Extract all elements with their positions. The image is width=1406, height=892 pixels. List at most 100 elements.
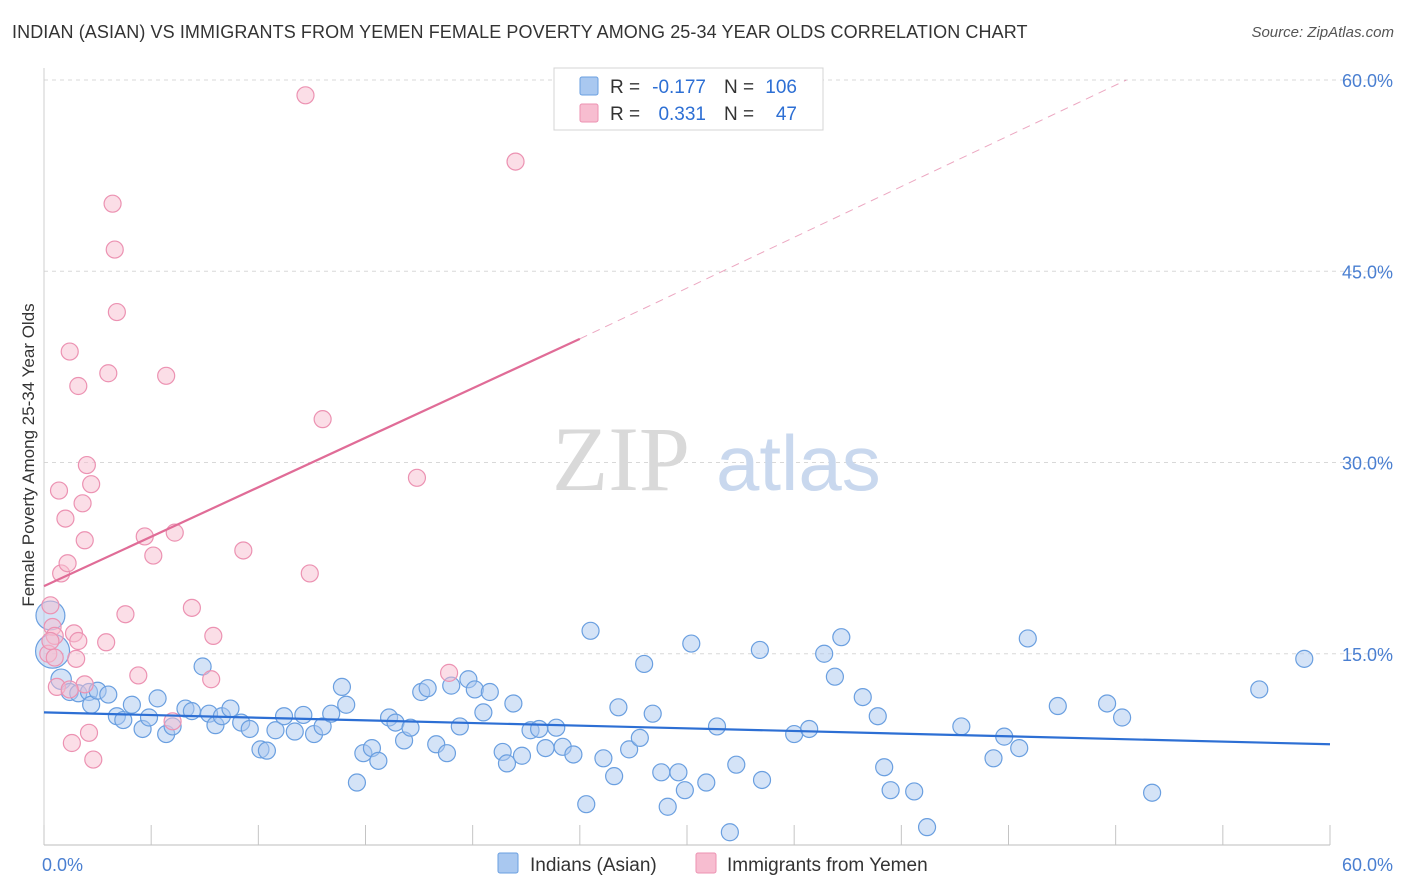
point-immigrants-yemen-15 [73, 494, 92, 513]
point-immigrants-yemen-30 [157, 366, 176, 385]
point-indians-asian-53 [474, 703, 493, 722]
point-immigrants-yemen-10 [62, 733, 81, 753]
point-immigrants-yemen-40 [407, 468, 427, 487]
point-indians-asian-35 [332, 677, 352, 697]
point-immigrants-yemen-36 [234, 541, 253, 560]
point-indians-asian-40 [369, 751, 388, 770]
point-indians-asian-92 [875, 758, 894, 777]
point-indians-asian-97 [984, 749, 1003, 768]
legend-swatch-immigrants-from-yemen [695, 852, 717, 874]
point-immigrants-yemen-7 [56, 509, 75, 528]
point-immigrants-yemen-5 [49, 481, 69, 500]
point-indians-asian-80 [707, 717, 727, 736]
point-indians-asian-70 [620, 740, 639, 759]
watermark: ZIP atlas [552, 408, 881, 510]
point-indians-asian-75 [658, 797, 677, 816]
point-indians-asian-23 [221, 699, 240, 718]
point-indians-asian-13 [139, 708, 159, 727]
point-indians-asian-78 [682, 634, 701, 653]
y-axis-label: Female Poverty Among 25-34 Year Olds [19, 303, 38, 606]
stats-r-value-pink: 0.331 [658, 104, 706, 125]
point-indians-asian-106 [1295, 649, 1314, 668]
point-indians-asian-62 [547, 718, 566, 737]
point-indians-asian-60 [530, 719, 549, 739]
tick-labels: 15.0% 30.0% 45.0% 60.0% 0.0% 60.0% [42, 71, 1393, 875]
point-immigrants-yemen-1 [41, 596, 60, 615]
point-indians-asian-52 [465, 680, 484, 699]
point-immigrants-yemen-19 [82, 475, 101, 494]
point-indians-asian-57 [504, 694, 523, 713]
point-indians-asian-44 [401, 718, 420, 737]
point-indians-asian-100 [1018, 629, 1037, 648]
point-immigrants-yemen-12 [67, 649, 86, 668]
point-immigrants-yemen-21 [97, 633, 116, 652]
trend-line-0 [43, 711, 1331, 746]
stats-r-label-blue: R = [610, 77, 640, 98]
point-indians-asian-103 [1112, 708, 1132, 727]
point-indians-asian-83 [752, 770, 772, 790]
y-tick-label-1: 30.0% [1342, 454, 1393, 474]
point-immigrants-yemen-23 [103, 194, 122, 213]
axes [43, 68, 1331, 846]
series-indians-asian [34, 600, 1314, 842]
series-immigrants-from-yemen [39, 86, 525, 769]
point-indians-asian-25 [240, 719, 259, 739]
point-indians-asian-72 [635, 654, 654, 674]
point-immigrants-yemen-44 [45, 648, 64, 667]
point-immigrants-yemen-27 [129, 666, 148, 685]
point-indians-asian-73 [643, 704, 662, 723]
stats-swatch-blue [579, 76, 599, 96]
point-indians-asian-54 [480, 682, 499, 702]
x-tick-label-1: 60.0% [1342, 855, 1393, 875]
point-immigrants-yemen-37 [296, 86, 315, 105]
point-indians-asian-90 [853, 687, 872, 707]
point-indians-asian-99 [1010, 738, 1029, 758]
point-indians-asian-36 [337, 695, 356, 714]
stats-n-value-blue: 106 [765, 77, 797, 98]
point-indians-asian-48 [437, 744, 457, 763]
point-indians-asian-10 [114, 710, 133, 730]
chart-source: Source: ZipAtlas.com [1251, 24, 1394, 41]
point-immigrants-yemen-45 [69, 631, 88, 651]
legend-label-indians-asian: Indians (Asian) [530, 855, 657, 876]
point-indians-asian-8 [99, 685, 118, 704]
watermark-atlas: atlas [716, 419, 881, 507]
legend-label-immigrants-from-yemen: Immigrants from Yemen [727, 855, 928, 876]
point-indians-asian-50 [450, 717, 469, 736]
point-indians-asian-29 [274, 707, 294, 726]
chart-title: INDIAN (ASIAN) VS IMMIGRANTS FROM YEMEN … [12, 22, 1028, 42]
point-indians-asian-65 [577, 795, 596, 814]
point-immigrants-yemen-17 [77, 455, 96, 475]
point-indians-asian-74 [652, 763, 671, 782]
point-indians-asian-77 [675, 781, 694, 800]
point-indians-asian-27 [257, 741, 277, 760]
point-immigrants-yemen-38 [300, 564, 319, 583]
trend-lines [43, 79, 1331, 746]
point-indians-asian-61 [536, 738, 555, 758]
point-indians-asian-76 [669, 763, 688, 782]
y-tick-label-3: 60.0% [1342, 71, 1393, 91]
point-indians-asian-33 [313, 717, 332, 736]
point-indians-asian-91 [868, 707, 887, 726]
point-immigrants-yemen-35 [204, 626, 223, 646]
point-indians-asian-81 [720, 823, 739, 842]
point-immigrants-yemen-42 [506, 152, 525, 171]
grid [44, 79, 1394, 655]
point-indians-asian-67 [594, 749, 613, 768]
point-indians-asian-105 [1250, 680, 1269, 699]
watermark-zip: ZIP [552, 408, 690, 510]
point-immigrants-yemen-9 [60, 342, 79, 361]
point-immigrants-yemen-29 [144, 546, 163, 565]
legend-swatch-indians-asian [497, 852, 519, 874]
point-immigrants-yemen-16 [75, 531, 94, 550]
point-indians-asian-31 [294, 705, 313, 725]
point-indians-asian-96 [952, 717, 971, 736]
stats-r-value-blue: -0.177 [652, 77, 706, 98]
point-immigrants-yemen-39 [313, 410, 332, 429]
trend-line-1 [43, 337, 581, 588]
point-indians-asian-37 [347, 773, 367, 792]
point-indians-asian-93 [881, 781, 900, 800]
point-indians-asian-11 [122, 695, 141, 714]
y-tick-label-2: 45.0% [1342, 262, 1393, 282]
point-immigrants-yemen-18 [79, 723, 99, 742]
